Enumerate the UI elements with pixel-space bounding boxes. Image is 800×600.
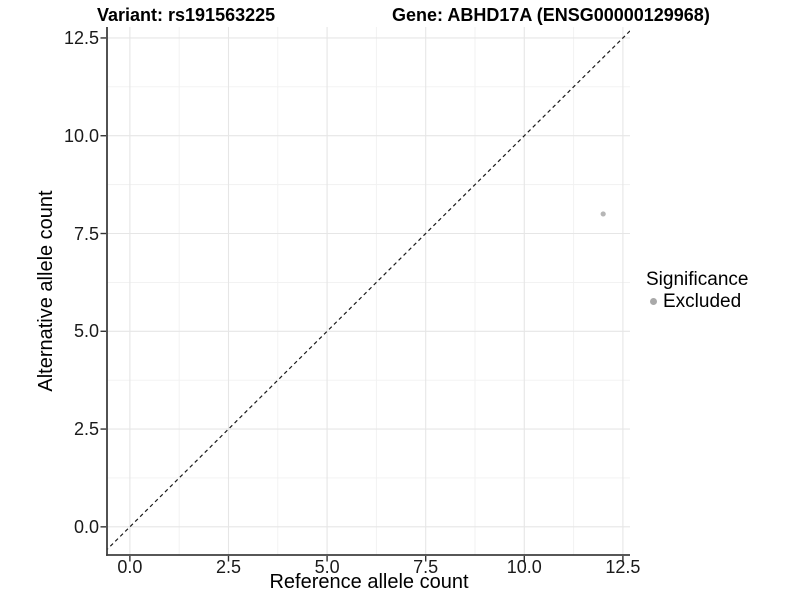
y-tick-label: 10.0	[63, 125, 99, 146]
legend-entry-label: Excluded	[663, 291, 742, 312]
x-tick-label: 5.0	[314, 557, 340, 577]
legend-point-icon	[650, 298, 657, 305]
identity-line	[107, 30, 630, 551]
y-tick-label: 2.5	[73, 419, 99, 440]
plot-title-gene: Gene: ABHD17A (ENSG00000129968)	[392, 5, 710, 25]
legend: Significance Excluded	[646, 269, 748, 312]
legend-title: Significance	[646, 269, 749, 290]
plot-title-variant: Variant: rs191563225	[97, 5, 276, 25]
y-axis-title: Alternative allele count	[35, 190, 57, 392]
y-tick-label: 5.0	[73, 321, 99, 342]
data-point	[600, 211, 606, 217]
x-tick-label: 0.0	[117, 557, 143, 577]
y-tick-label: 7.5	[73, 223, 99, 244]
legend-entry-excluded: Excluded	[646, 291, 748, 312]
y-tick-label: 12.5	[63, 27, 99, 48]
x-tick-label: 2.5	[215, 557, 241, 577]
y-tick-label: 0.0	[73, 516, 99, 537]
x-tick-label: 12.5	[605, 557, 641, 577]
x-tick-label: 10.0	[506, 557, 542, 577]
x-axis-title: Reference allele count	[269, 571, 469, 593]
x-tick-label: 7.5	[413, 557, 439, 577]
